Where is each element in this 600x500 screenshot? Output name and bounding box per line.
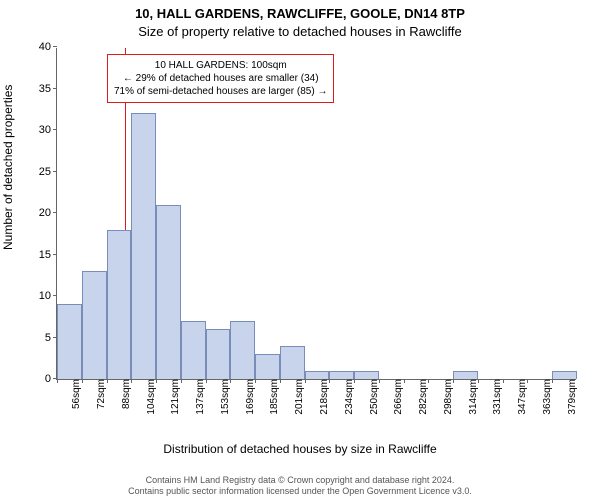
x-tick-mark [354, 379, 355, 383]
y-axis-label: Number of detached properties [1, 85, 15, 250]
x-tick-mark [206, 379, 207, 383]
y-tick-mark [53, 171, 57, 172]
x-tick-mark [230, 379, 231, 383]
x-tick-mark [329, 379, 330, 383]
x-tick-label: 379sqm [567, 379, 578, 415]
x-tick-label: 363sqm [542, 379, 553, 415]
annotation-line: ← 29% of detached houses are smaller (34… [114, 72, 327, 85]
x-tick-mark [453, 379, 454, 383]
histogram-bar [354, 371, 379, 379]
y-tick-mark [53, 295, 57, 296]
footer-line: Contains public sector information licen… [0, 486, 600, 498]
histogram-bar [181, 321, 206, 379]
y-tick-mark [53, 254, 57, 255]
x-tick-label: 201sqm [294, 379, 305, 415]
x-tick-label: 347sqm [517, 379, 528, 415]
x-tick-label: 137sqm [195, 379, 206, 415]
y-tick-label: 0 [45, 373, 57, 385]
x-tick-label: 266sqm [393, 379, 404, 415]
histogram-bar [230, 321, 255, 379]
y-tick-label: 20 [39, 207, 57, 219]
x-tick-label: 298sqm [443, 379, 454, 415]
x-tick-label: 72sqm [96, 379, 107, 409]
x-tick-mark [156, 379, 157, 383]
x-tick-label: 218sqm [319, 379, 330, 415]
x-tick-label: 169sqm [245, 379, 256, 415]
y-tick-mark [53, 129, 57, 130]
histogram-bar [82, 271, 107, 379]
y-tick-label: 5 [45, 332, 57, 344]
x-tick-label: 153sqm [220, 379, 231, 415]
histogram-bar [206, 329, 231, 379]
histogram-bar [329, 371, 354, 379]
x-tick-label: 121sqm [170, 379, 181, 415]
y-tick-label: 25 [39, 166, 57, 178]
annotation-line: 10 HALL GARDENS: 100sqm [114, 59, 327, 72]
y-tick-mark [53, 46, 57, 47]
chart-title-line1: 10, HALL GARDENS, RAWCLIFFE, GOOLE, DN14… [0, 6, 600, 21]
y-tick-label: 10 [39, 290, 57, 302]
y-tick-mark [53, 88, 57, 89]
x-tick-mark [181, 379, 182, 383]
x-tick-label: 331sqm [492, 379, 503, 415]
y-tick-label: 30 [39, 124, 57, 136]
histogram-bar [57, 304, 82, 379]
x-tick-mark [280, 379, 281, 383]
x-tick-mark [131, 379, 132, 383]
histogram-bar [107, 230, 132, 379]
footer-attribution: Contains HM Land Registry data © Crown c… [0, 475, 600, 498]
x-tick-mark [107, 379, 108, 383]
histogram-bar [453, 371, 478, 379]
x-tick-mark [478, 379, 479, 383]
y-tick-mark [53, 212, 57, 213]
chart-title-line2: Size of property relative to detached ho… [0, 24, 600, 39]
x-tick-label: 56sqm [71, 379, 82, 409]
x-tick-mark [57, 379, 58, 383]
plot-area: 10 HALL GARDENS: 100sqm← 29% of detached… [56, 48, 576, 380]
x-tick-label: 234sqm [344, 379, 355, 415]
histogram-bar [305, 371, 330, 379]
x-tick-label: 282sqm [418, 379, 429, 415]
footer-line: Contains HM Land Registry data © Crown c… [0, 475, 600, 487]
annotation-line: 71% of semi-detached houses are larger (… [114, 85, 327, 98]
x-tick-label: 314sqm [468, 379, 479, 415]
histogram-bar [552, 371, 577, 379]
x-tick-mark [255, 379, 256, 383]
x-tick-label: 185sqm [269, 379, 280, 415]
histogram-bar [131, 113, 156, 379]
y-tick-label: 40 [39, 41, 57, 53]
y-tick-label: 35 [39, 83, 57, 95]
x-tick-mark [404, 379, 405, 383]
x-tick-mark [503, 379, 504, 383]
x-tick-mark [379, 379, 380, 383]
x-tick-label: 250sqm [369, 379, 380, 415]
x-tick-mark [552, 379, 553, 383]
x-tick-label: 88sqm [121, 379, 132, 409]
histogram-bar [255, 354, 280, 379]
histogram-bar [156, 205, 181, 379]
x-tick-label: 104sqm [146, 379, 157, 415]
x-axis-label: Distribution of detached houses by size … [0, 442, 600, 456]
annotation-box: 10 HALL GARDENS: 100sqm← 29% of detached… [107, 54, 334, 103]
x-tick-mark [428, 379, 429, 383]
histogram-bar [280, 346, 305, 379]
x-tick-mark [82, 379, 83, 383]
chart-container: 10, HALL GARDENS, RAWCLIFFE, GOOLE, DN14… [0, 0, 600, 500]
x-tick-mark [305, 379, 306, 383]
x-tick-mark [527, 379, 528, 383]
y-tick-label: 15 [39, 249, 57, 261]
